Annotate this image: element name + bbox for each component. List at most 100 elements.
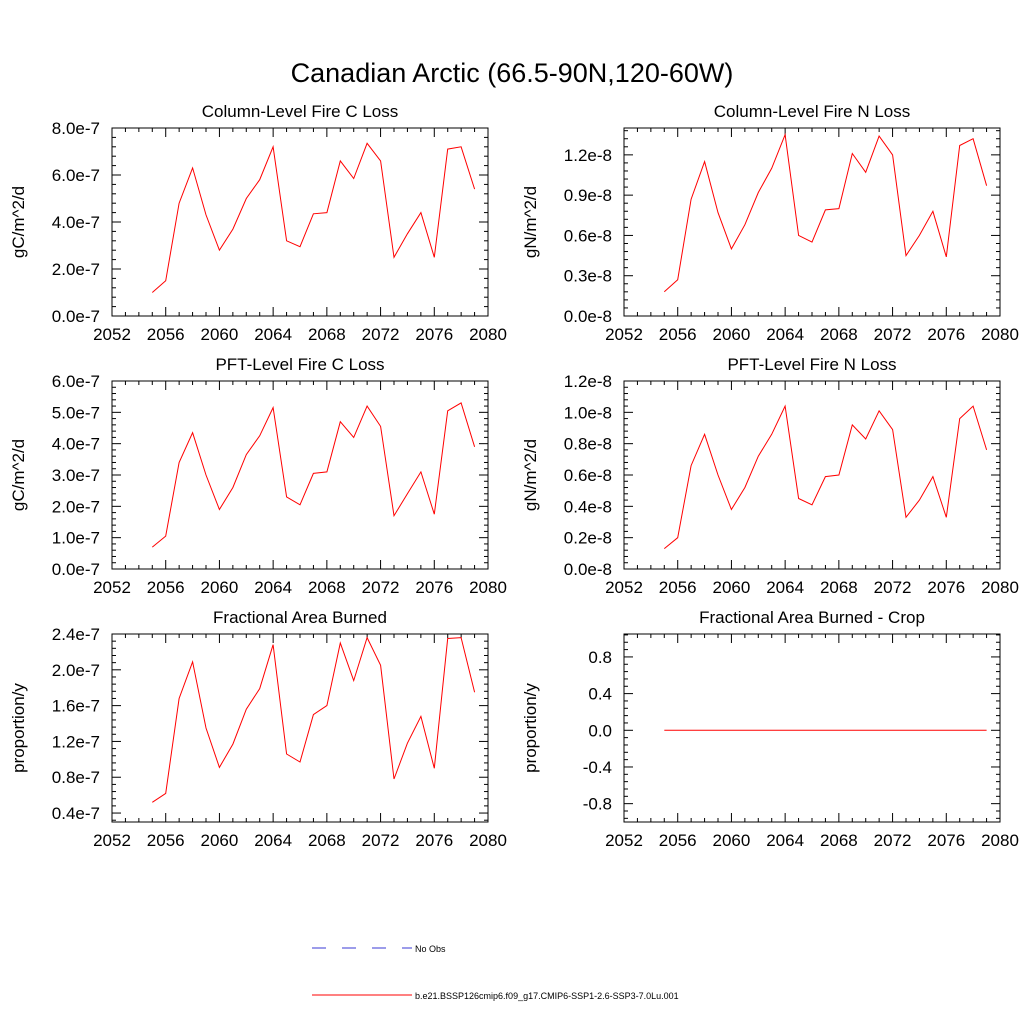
x-tick-label: 2076 [927,578,965,597]
y-tick-label: 0.4e-7 [52,804,100,823]
x-tick-label: 2064 [254,578,292,597]
x-tick-label: 2080 [469,578,507,597]
y-tick-label: 0.6e-8 [564,226,612,245]
series-line-1 [152,636,476,803]
y-tick-label: 0.0e-7 [52,560,100,579]
x-tick-label: 2056 [659,325,697,344]
plot-frame [623,380,1001,570]
chart-panel-1: Column-Level Fire C Loss gC/m^2/d 2052 2056… [9,102,507,344]
x-tick-label: 2052 [93,831,131,850]
y-axis-label: gC/m^2/d [9,186,28,258]
y-tick-label: 0.3e-8 [564,267,612,286]
legend: No Obs b.e21.BSSP126cmip6.f09_g17.CMIP6-… [312,944,679,1001]
plot-frame [111,380,489,570]
x-tick-label: 2072 [874,831,912,850]
x-tick-label: 2072 [362,831,400,850]
y-tick-label: 1.6e-7 [52,697,100,716]
y-axis-label: gC/m^2/d [9,439,28,511]
y-tick-label: 0.9e-8 [564,186,612,205]
x-tick-label: 2056 [147,325,185,344]
y-tick-label: 4.0e-7 [52,213,100,232]
y-tick-label: 2.4e-7 [52,625,100,644]
chart-title: Fractional Area Burned - Crop [699,608,925,627]
y-tick-label: 6.0e-7 [52,166,100,185]
x-tick-label: 2080 [469,831,507,850]
x-tick-label: 2068 [820,325,858,344]
chart-panel-3: PFT-Level Fire C Loss gC/m^2/d 2052 2056 206… [9,355,507,597]
x-tick-label: 2060 [201,578,239,597]
x-tick-label: 2060 [201,325,239,344]
x-tick-label: 2068 [308,578,346,597]
series-line-1 [151,402,476,548]
x-tick-label: 2068 [820,578,858,597]
y-tick-label: 2.0e-7 [52,661,100,680]
y-tick-label: 0.8 [588,648,612,667]
x-tick-label: 2052 [93,578,131,597]
x-tick-label: 2068 [308,325,346,344]
x-tick-label: 2060 [713,578,751,597]
x-tick-label: 2056 [147,578,185,597]
chart-title: Column-Level Fire C Loss [202,102,399,121]
x-tick-label: 2076 [415,325,453,344]
x-tick-label: 2056 [659,831,697,850]
y-axis-label: proportion/y [521,683,540,773]
y-tick-label: 0.8e-7 [52,768,100,787]
x-tick-label: 2072 [362,325,400,344]
chart-title: Fractional Area Burned [213,608,387,627]
x-tick-label: 2064 [766,325,804,344]
y-tick-label: 0.2e-8 [564,529,612,548]
x-tick-label: 2052 [605,831,643,850]
y-axis-label: gN/m^2/d [521,186,540,258]
chart-panel-2: Column-Level Fire N Loss gN/m^2/d 2052 2056… [521,102,1019,344]
y-tick-label: 0.0e-8 [564,307,612,326]
chart-panel-6: Fractional Area Burned - Crop proportion/… [521,608,1019,850]
y-tick-label: 8.0e-7 [52,119,100,138]
x-tick-label: 2056 [147,831,185,850]
y-tick-label: 3.0e-7 [52,466,100,485]
x-tick-label: 2076 [415,578,453,597]
x-tick-label: 2056 [659,578,697,597]
y-tick-label: 2.0e-7 [52,260,100,279]
figure-title: Canadian Arctic (66.5-90N,120-60W) [291,58,734,88]
x-tick-label: 2064 [766,831,804,850]
plot-frame [623,127,1001,317]
x-tick-label: 2076 [927,831,965,850]
x-tick-label: 2060 [201,831,239,850]
chart-panel-4: PFT-Level Fire N Loss gN/m^2/d 2052 2056 206… [521,355,1019,597]
y-tick-label: 1.2e-7 [52,732,100,751]
legend-obs-label: No Obs [415,944,446,954]
y-tick-label: 5.0e-7 [52,403,100,422]
x-tick-label: 2052 [93,325,131,344]
x-tick-label: 2072 [874,325,912,344]
y-tick-label: 1.0e-8 [564,403,612,422]
y-tick-label: 2.0e-7 [52,497,100,516]
x-tick-label: 2052 [605,578,643,597]
series-line-1 [663,132,988,293]
x-tick-label: 2076 [927,325,965,344]
y-tick-label: 0.8e-8 [564,435,612,454]
series-line-1 [151,142,476,293]
x-tick-label: 2080 [981,831,1019,850]
y-tick-label: 0.0e-7 [52,307,100,326]
y-tick-label: 1.2e-8 [564,146,612,165]
chart-title: Column-Level Fire N Loss [714,102,911,121]
x-tick-label: 2080 [469,325,507,344]
y-tick-label: 0.4e-8 [564,497,612,516]
chart-title: PFT-Level Fire C Loss [215,355,384,374]
x-tick-label: 2080 [981,578,1019,597]
y-tick-label: 0.0e-8 [564,560,612,579]
y-axis-label: proportion/y [9,683,28,773]
plot-frame [111,127,489,317]
y-tick-label: 0.0 [588,721,612,740]
y-tick-label: 0.4 [588,685,612,704]
x-tick-label: 2072 [362,578,400,597]
y-tick-label: 0.6e-8 [564,466,612,485]
legend-model-label: b.e21.BSSP126cmip6.f09_g17.CMIP6-SSP1-2.… [415,991,679,1001]
x-tick-label: 2068 [820,831,858,850]
panels: Column-Level Fire C Loss gC/m^2/d 2052 2056… [9,102,1019,850]
y-tick-label: -0.8 [583,795,612,814]
y-tick-label: 4.0e-7 [52,435,100,454]
x-tick-label: 2064 [766,578,804,597]
y-tick-label: -0.4 [583,758,612,777]
y-tick-label: 1.0e-7 [52,529,100,548]
